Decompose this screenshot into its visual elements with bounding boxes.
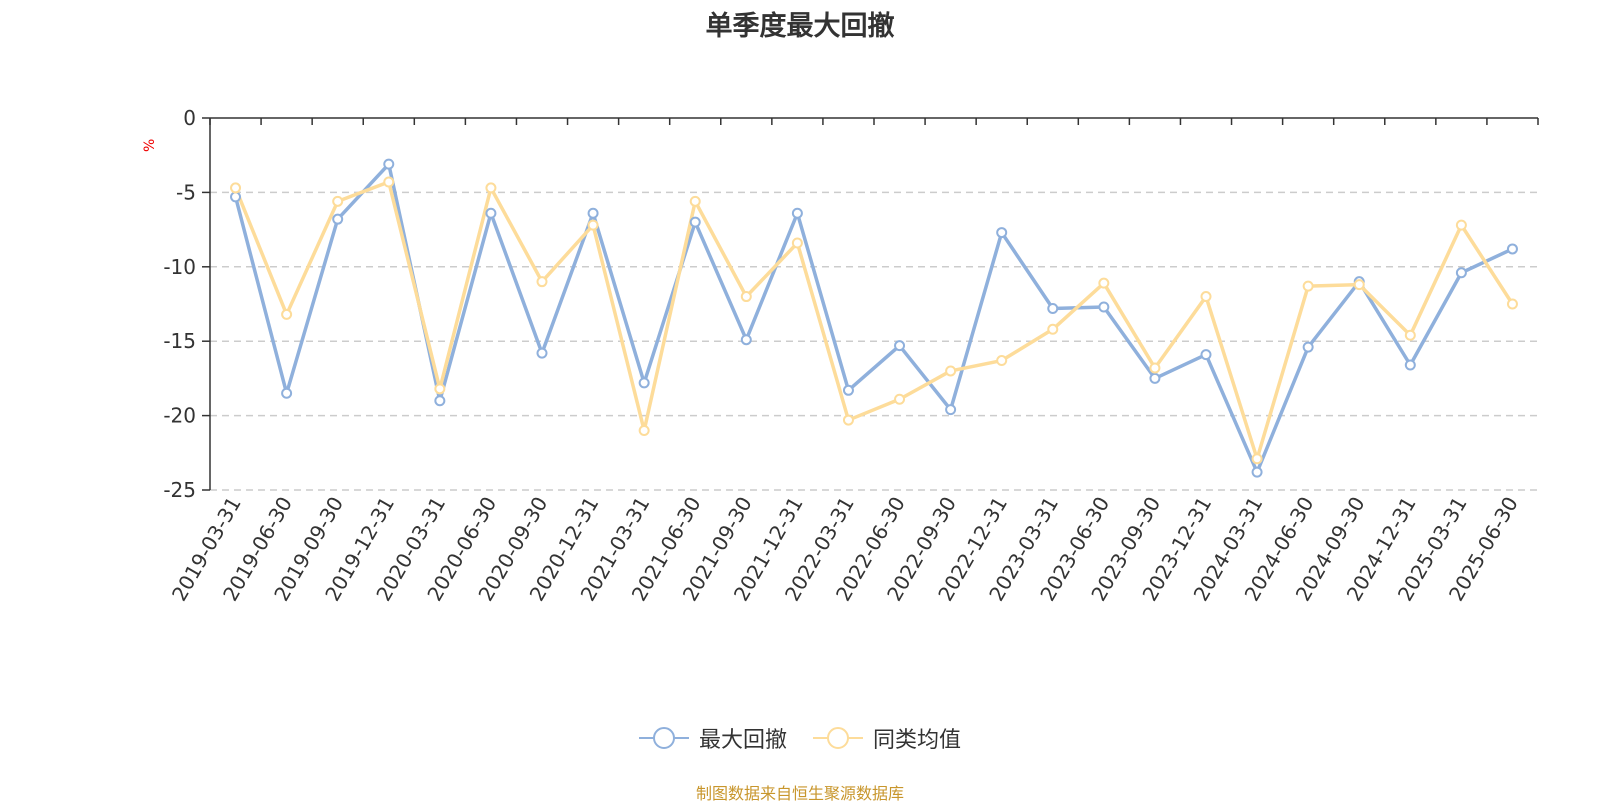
data-point-series-2 bbox=[996, 355, 1008, 367]
y-tick-label: -20 bbox=[163, 404, 196, 428]
data-point-series-2 bbox=[791, 237, 803, 249]
data-point-series-1 bbox=[996, 227, 1008, 239]
legend-label: 最大回撤 bbox=[698, 728, 787, 753]
legend-item-max-drawdown[interactable]: 最大回撤 bbox=[638, 722, 787, 754]
data-point-series-2 bbox=[383, 176, 395, 188]
data-point-series-1 bbox=[434, 395, 446, 407]
line-chart: 0-5-10-15-20-252019-03-312019-06-302019-… bbox=[163, 106, 1539, 605]
circle-line-icon bbox=[638, 727, 689, 749]
data-point-series-2 bbox=[1149, 362, 1161, 374]
data-point-series-1 bbox=[740, 334, 752, 346]
data-point-series-2 bbox=[1200, 291, 1212, 303]
data-point-series-1 bbox=[791, 207, 803, 219]
data-point-series-2 bbox=[281, 308, 293, 320]
data-point-series-1 bbox=[587, 207, 599, 219]
y-tick-label: 0 bbox=[183, 106, 196, 130]
data-point-series-1 bbox=[1302, 341, 1314, 353]
data-point-series-1 bbox=[1098, 301, 1110, 313]
data-point-series-1 bbox=[842, 384, 854, 396]
data-point-series-2 bbox=[1506, 298, 1518, 310]
series-line-2 bbox=[233, 180, 1514, 461]
series-line-1 bbox=[233, 162, 1514, 474]
data-point-series-2 bbox=[1098, 277, 1110, 289]
legend: 最大回撤 同类均值 bbox=[0, 722, 1600, 754]
data-point-series-1 bbox=[383, 158, 395, 170]
data-point-series-1 bbox=[485, 207, 497, 219]
data-point-series-1 bbox=[1455, 267, 1467, 279]
data-point-series-1 bbox=[1149, 372, 1161, 384]
data-point-series-2 bbox=[740, 291, 752, 303]
data-point-series-2 bbox=[945, 365, 957, 377]
data-point-series-2 bbox=[1404, 329, 1416, 341]
data-point-series-1 bbox=[1251, 466, 1263, 478]
legend-label: 同类均值 bbox=[873, 728, 962, 753]
data-point-series-2 bbox=[434, 383, 446, 395]
data-point-series-2 bbox=[1251, 453, 1263, 465]
data-point-series-1 bbox=[1047, 302, 1059, 314]
data-point-series-1 bbox=[689, 216, 701, 228]
data-point-series-1 bbox=[894, 340, 906, 352]
data-point-series-2 bbox=[332, 195, 344, 207]
circle-line-icon bbox=[813, 727, 863, 749]
y-tick-label: -25 bbox=[163, 478, 196, 502]
y-tick-label: -5 bbox=[176, 180, 196, 204]
data-point-series-2 bbox=[842, 414, 854, 426]
data-point-series-2 bbox=[1302, 280, 1314, 292]
chart-title: 单季度最大回撤 bbox=[705, 11, 895, 42]
y-tick-label: -15 bbox=[163, 329, 196, 353]
data-point-series-2 bbox=[894, 393, 906, 405]
data-point-series-1 bbox=[638, 377, 650, 389]
y-tick-label: -10 bbox=[163, 255, 196, 279]
data-point-series-2 bbox=[638, 424, 650, 436]
data-point-series-1 bbox=[332, 213, 344, 225]
data-point-series-2 bbox=[689, 195, 701, 207]
data-point-series-1 bbox=[1506, 243, 1518, 255]
legend-item-peer-average[interactable]: 同类均值 bbox=[813, 722, 961, 754]
data-point-series-2 bbox=[485, 182, 497, 194]
data-point-series-2 bbox=[230, 182, 242, 194]
data-point-series-1 bbox=[536, 347, 548, 359]
data-point-series-2 bbox=[1047, 323, 1059, 335]
data-point-series-2 bbox=[1455, 219, 1467, 231]
data-point-series-2 bbox=[1353, 279, 1365, 291]
data-point-series-1 bbox=[1404, 359, 1416, 371]
data-point-series-1 bbox=[1200, 349, 1212, 361]
data-point-series-2 bbox=[587, 219, 599, 231]
data-point-series-1 bbox=[281, 387, 293, 399]
data-point-series-2 bbox=[536, 276, 548, 288]
data-point-series-1 bbox=[230, 191, 242, 203]
data-point-series-1 bbox=[945, 404, 957, 416]
data-source-note: 制图数据来自恒生聚源数据库 bbox=[695, 784, 904, 803]
